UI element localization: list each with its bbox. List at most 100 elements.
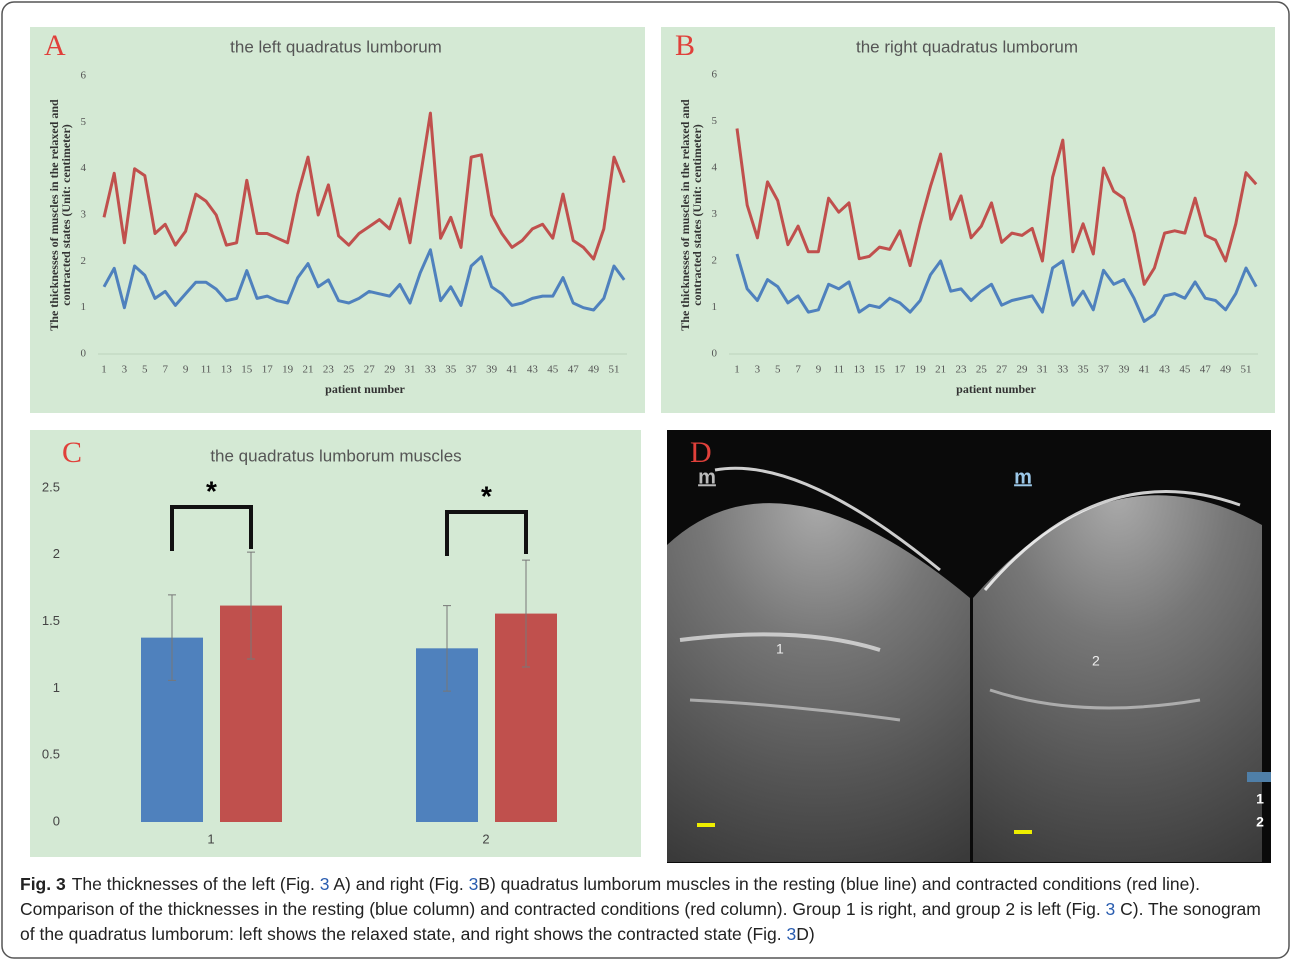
significance-mark: *: [206, 475, 217, 506]
x-tick-label: 37: [466, 364, 478, 376]
x-tick-label: 25: [343, 364, 355, 376]
x-tick-label: 47: [1200, 364, 1212, 376]
x-tick-label: 49: [1220, 364, 1232, 376]
x-tick-label: 11: [834, 364, 845, 376]
x-tick-label: 13: [221, 364, 233, 376]
x-tick-label: 5: [142, 364, 148, 376]
x-tick-label: 49: [588, 364, 600, 376]
x-tick-label: 15: [241, 364, 253, 376]
legend-label: 1: [1256, 791, 1264, 807]
x-tick-label: 27: [364, 364, 376, 376]
x-tick-label: 41: [507, 364, 518, 376]
x-tick-label: 11: [201, 364, 212, 376]
x-tick-label: 21: [935, 364, 946, 376]
x-tick-label: 35: [1078, 364, 1090, 376]
x-tick-label: 29: [1017, 364, 1029, 376]
x-tick-label: 23: [323, 364, 335, 376]
figure-ref[interactable]: 3: [320, 874, 330, 894]
figure-svg: D m m 1 2 1 2 Athe left quadratus lumbor…: [0, 0, 1292, 962]
y-tick-label: 6: [712, 69, 718, 81]
x-tick-label: 17: [894, 364, 906, 376]
x-tick-label: 33: [425, 364, 437, 376]
y-tick-label: 0: [81, 348, 87, 360]
x-tick-label: 7: [795, 364, 801, 376]
chart-title: the quadratus lumborum muscles: [210, 446, 461, 465]
point-label: 1: [776, 641, 784, 657]
y-tick-label: 5: [712, 115, 718, 127]
y-tick-label: 0.5: [42, 747, 60, 762]
x-tick-label: 1: [207, 831, 214, 846]
y-axis-title: contracted states (Unit: centimeter): [59, 124, 73, 306]
x-tick-label: 9: [816, 364, 822, 376]
panel-label: C: [62, 436, 82, 469]
y-tick-label: 2: [712, 255, 718, 267]
figure: D m m 1 2 1 2 Athe left quadratus lumbor…: [0, 0, 1292, 962]
x-tick-label: 19: [282, 364, 294, 376]
x-tick-label: 39: [486, 364, 498, 376]
y-tick-label: 2: [81, 255, 87, 267]
x-tick-label: 29: [384, 364, 396, 376]
x-tick-label: 23: [955, 364, 967, 376]
y-tick-label: 0: [712, 348, 718, 360]
figure-ref[interactable]: 3: [1106, 899, 1116, 919]
figure-ref[interactable]: 3: [787, 924, 797, 944]
x-tick-label: 47: [568, 364, 580, 376]
y-tick-label: 0: [53, 813, 60, 828]
x-tick-label: 27: [996, 364, 1008, 376]
x-tick-label: 13: [854, 364, 866, 376]
y-tick-label: 6: [81, 70, 87, 82]
y-tick-label: 1: [81, 301, 87, 313]
x-axis-title: patient number: [325, 382, 405, 396]
legend-label: 2: [1256, 814, 1264, 830]
x-tick-label: 3: [755, 364, 761, 376]
y-tick-label: 1: [712, 301, 718, 313]
y-tick-label: 1: [53, 680, 60, 695]
figure-ref[interactable]: 3: [469, 874, 479, 894]
x-tick-label: 7: [162, 364, 168, 376]
panel-label: B: [675, 29, 695, 62]
panel-label: A: [44, 29, 66, 62]
x-tick-label: 31: [1037, 364, 1048, 376]
y-tick-label: 3: [81, 209, 87, 221]
caption-text: A) and right (Fig.: [329, 874, 468, 894]
x-tick-label: 45: [547, 364, 559, 376]
y-tick-label: 1.5: [42, 613, 60, 628]
x-tick-label: 51: [1241, 364, 1252, 376]
chart-title: the right quadratus lumborum: [856, 37, 1078, 56]
x-tick-label: 1: [734, 364, 740, 376]
x-tick-label: 35: [445, 364, 457, 376]
x-tick-label: 2: [482, 831, 489, 846]
y-tick-label: 5: [81, 116, 87, 128]
x-tick-label: 43: [1159, 364, 1171, 376]
x-tick-label: 9: [183, 364, 189, 376]
x-tick-label: 41: [1139, 364, 1150, 376]
caption-text: D): [796, 924, 814, 944]
y-tick-label: 2.5: [42, 479, 60, 494]
x-tick-label: 31: [405, 364, 416, 376]
x-tick-label: 25: [976, 364, 988, 376]
x-tick-label: 19: [915, 364, 927, 376]
x-tick-label: 3: [122, 364, 128, 376]
y-tick-label: 3: [712, 208, 718, 220]
x-tick-label: 33: [1057, 364, 1069, 376]
y-tick-label: 4: [81, 162, 87, 174]
x-tick-label: 21: [303, 364, 314, 376]
caption-text: The thicknesses of the left (Fig.: [72, 874, 320, 894]
x-tick-label: 39: [1118, 364, 1130, 376]
x-tick-label: 17: [262, 364, 274, 376]
x-axis-title: patient number: [956, 382, 1036, 396]
chart-title: the left quadratus lumborum: [230, 37, 442, 56]
x-tick-label: 37: [1098, 364, 1110, 376]
x-tick-label: 1: [101, 364, 107, 376]
x-tick-label: 5: [775, 364, 781, 376]
x-tick-label: 15: [874, 364, 886, 376]
panel-label: D: [690, 436, 712, 469]
y-axis-title: contracted states (Unit: centimeter): [690, 124, 704, 306]
x-tick-label: 45: [1179, 364, 1191, 376]
y-tick-label: 4: [712, 162, 718, 174]
x-tick-label: 43: [527, 364, 539, 376]
x-tick-label: 51: [609, 364, 620, 376]
significance-mark: *: [481, 480, 492, 511]
caption-label: Fig. 3: [20, 874, 66, 894]
scale-bar: [1247, 772, 1271, 782]
